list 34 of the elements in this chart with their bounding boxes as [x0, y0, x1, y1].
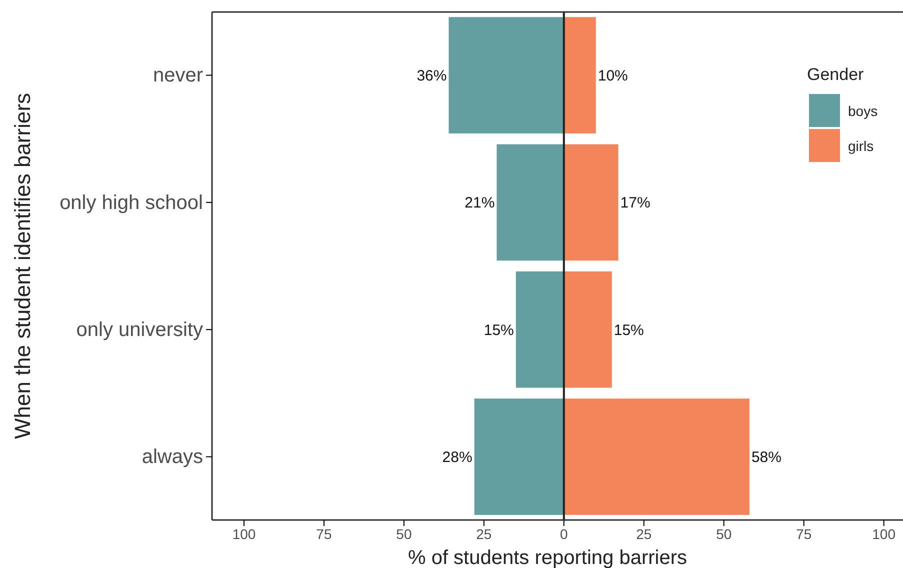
x-tick-label: 100 [232, 526, 256, 542]
data-label: 28% [442, 448, 472, 466]
bar [474, 398, 564, 515]
data-label: 21% [464, 194, 495, 212]
bar [496, 144, 564, 261]
x-tick-label: 0 [560, 526, 568, 542]
y-tick-label: only high school [60, 192, 203, 214]
bar [564, 398, 750, 515]
legend-title: Gender [807, 65, 864, 84]
y-axis-title: When the student identifies barriers [10, 92, 35, 440]
y-tick-label: always [142, 446, 203, 468]
y-tick-label: only university [76, 318, 203, 341]
bar [564, 144, 618, 261]
y-tick-label: never [152, 64, 204, 87]
x-tick-label: 75 [796, 526, 812, 542]
bar [564, 17, 596, 134]
x-axis-title: % of students reporting barriers [408, 547, 688, 568]
bar [564, 271, 612, 388]
data-label: 15% [614, 322, 644, 339]
x-tick-label: 50 [716, 526, 732, 542]
data-label: 10% [598, 68, 628, 85]
x-tick-label: 25 [476, 526, 492, 542]
x-tick-label: 25 [636, 526, 652, 542]
data-label: 58% [751, 448, 782, 466]
legend-label: boys [848, 102, 878, 119]
x-tick-label: 100 [872, 526, 896, 542]
bar [448, 17, 564, 134]
x-tick-label: 75 [316, 526, 332, 542]
data-label: 15% [484, 322, 514, 339]
x-tick-label: 50 [396, 526, 412, 542]
data-label: 17% [620, 194, 650, 212]
bar [516, 271, 564, 388]
data-label: 36% [416, 68, 447, 85]
legend-label: girls [848, 138, 874, 154]
